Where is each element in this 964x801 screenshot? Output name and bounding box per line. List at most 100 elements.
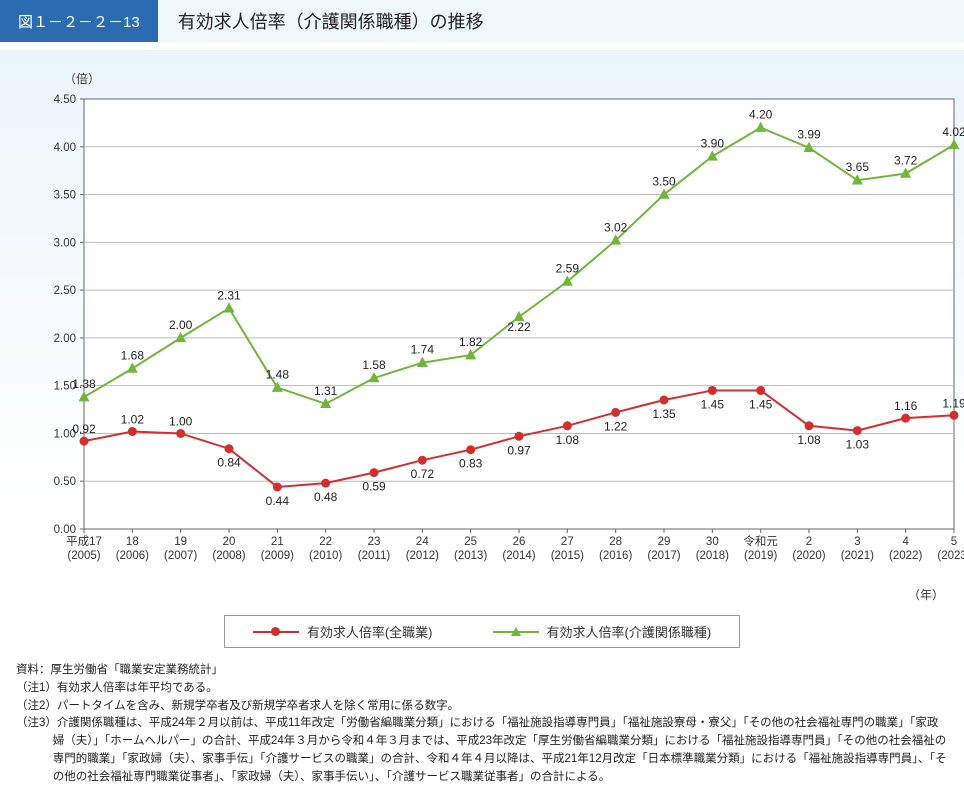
svg-text:2.50: 2.50 [54,285,76,297]
svg-text:3.65: 3.65 [846,160,870,174]
svg-text:27: 27 [561,536,574,548]
y-axis-unit: （倍） [64,70,950,87]
svg-text:23: 23 [368,536,381,548]
svg-text:1.08: 1.08 [797,433,821,447]
svg-text:4: 4 [902,536,909,548]
svg-text:26: 26 [513,536,526,548]
svg-text:令和元: 令和元 [743,534,778,548]
legend-swatch [253,627,299,637]
svg-text:0.97: 0.97 [507,443,531,457]
svg-text:2.59: 2.59 [556,262,580,276]
svg-text:1.08: 1.08 [556,433,580,447]
svg-text:(2010): (2010) [309,550,342,562]
legend-label: 有効求人倍率(介護関係職種) [547,622,712,641]
svg-text:2.00: 2.00 [169,318,193,332]
note-2: （注2）パートタイムを含み、新規学卒者及び新規学卒者求人を除く常用に係る数字。 [16,698,948,716]
svg-text:(2023): (2023) [937,550,964,562]
svg-text:1.68: 1.68 [121,348,145,362]
svg-text:3.02: 3.02 [604,220,628,234]
svg-text:20: 20 [223,536,236,548]
svg-text:平成17: 平成17 [66,535,102,548]
svg-text:3.72: 3.72 [894,154,918,168]
chart-area: （倍） 0.000.501.001.502.002.503.003.504.00… [0,50,964,801]
svg-text:1.02: 1.02 [121,413,145,427]
svg-text:0.50: 0.50 [54,476,76,488]
svg-text:1.74: 1.74 [411,343,435,357]
svg-text:1.22: 1.22 [604,419,628,433]
svg-text:1.58: 1.58 [362,358,386,372]
legend-item-care: 有効求人倍率(介護関係職種) [493,622,712,641]
svg-text:(2008): (2008) [212,550,245,562]
legend-item-all: 有効求人倍率(全職業) [253,622,433,641]
svg-text:0.84: 0.84 [217,456,241,470]
svg-text:0.83: 0.83 [459,457,483,471]
svg-text:(2009): (2009) [261,550,294,562]
svg-text:1.31: 1.31 [314,384,338,398]
title-row: 図１－２－２－13 有効求人倍率（介護関係職種）の推移 [0,0,964,42]
svg-text:(2014): (2014) [502,550,535,562]
svg-text:22: 22 [319,536,332,548]
svg-text:(2012): (2012) [406,550,439,562]
x-axis-unit: （年） [14,586,944,603]
svg-text:1.48: 1.48 [266,368,290,382]
svg-text:1.38: 1.38 [72,377,96,391]
svg-text:0.59: 0.59 [362,480,386,494]
svg-text:(2007): (2007) [164,550,197,562]
svg-text:3.50: 3.50 [54,190,76,202]
svg-text:4.00: 4.00 [54,142,76,154]
svg-text:3: 3 [854,536,860,548]
svg-text:(2005): (2005) [67,550,100,562]
svg-text:1.19: 1.19 [942,396,964,410]
svg-text:21: 21 [271,536,284,548]
svg-text:0.72: 0.72 [411,467,435,481]
svg-text:(2016): (2016) [599,550,632,562]
svg-text:(2021): (2021) [841,550,874,562]
svg-text:4.50: 4.50 [54,94,76,106]
svg-text:3.99: 3.99 [797,128,821,142]
svg-text:0.48: 0.48 [314,490,338,504]
svg-text:1.00: 1.00 [169,414,193,428]
svg-text:(2006): (2006) [116,550,149,562]
svg-text:18: 18 [126,536,139,548]
svg-text:29: 29 [658,536,671,548]
svg-text:1.45: 1.45 [749,397,773,411]
figure-container: 図１－２－２－13 有効求人倍率（介護関係職種）の推移 （倍） 0.00 0.50… [0,0,964,801]
svg-text:2.31: 2.31 [217,288,241,302]
svg-text:1.82: 1.82 [459,335,483,349]
svg-text:(2013): (2013) [454,550,487,562]
svg-text:2.00: 2.00 [54,333,76,345]
svg-text:24: 24 [416,536,429,548]
svg-text:4.02: 4.02 [942,125,964,139]
svg-text:(2019): (2019) [744,550,777,562]
svg-text:5: 5 [951,536,957,548]
svg-text:2: 2 [806,536,812,548]
svg-text:0.44: 0.44 [266,494,290,508]
svg-text:30: 30 [706,536,719,548]
svg-text:3.00: 3.00 [54,237,76,249]
svg-text:(2017): (2017) [647,550,680,562]
svg-text:(2022): (2022) [889,550,922,562]
note-source: 資料：厚生労働省「職業安定業務統計」 [16,662,948,680]
svg-text:4.20: 4.20 [749,108,773,122]
svg-text:1.45: 1.45 [701,397,725,411]
svg-text:(2018): (2018) [696,550,729,562]
legend-swatch [493,627,539,637]
svg-text:(2015): (2015) [551,550,584,562]
note-3: （注3）介護関係職種は、平成24年２月以前は、平成11年改定「労働省編職業分類」… [16,715,948,786]
svg-text:25: 25 [464,536,477,548]
svg-text:19: 19 [174,536,187,548]
svg-text:0.92: 0.92 [72,422,96,436]
svg-text:1.03: 1.03 [846,438,870,452]
svg-text:2.22: 2.22 [507,320,531,334]
legend-label: 有効求人倍率(全職業) [307,622,433,641]
svg-text:0.00: 0.00 [54,524,76,536]
svg-text:3.90: 3.90 [701,136,725,150]
svg-text:3.50: 3.50 [652,175,676,189]
svg-text:1.35: 1.35 [652,407,676,421]
svg-text:28: 28 [609,536,622,548]
svg-text:1.16: 1.16 [894,399,918,413]
note-1: （注1）有効求人倍率は年平均である。 [16,680,948,698]
figure-number-tag: 図１－２－２－13 [0,0,158,42]
svg-text:(2020): (2020) [792,550,825,562]
line-chart: 0.000.501.001.502.002.503.003.504.004.50… [14,89,964,584]
